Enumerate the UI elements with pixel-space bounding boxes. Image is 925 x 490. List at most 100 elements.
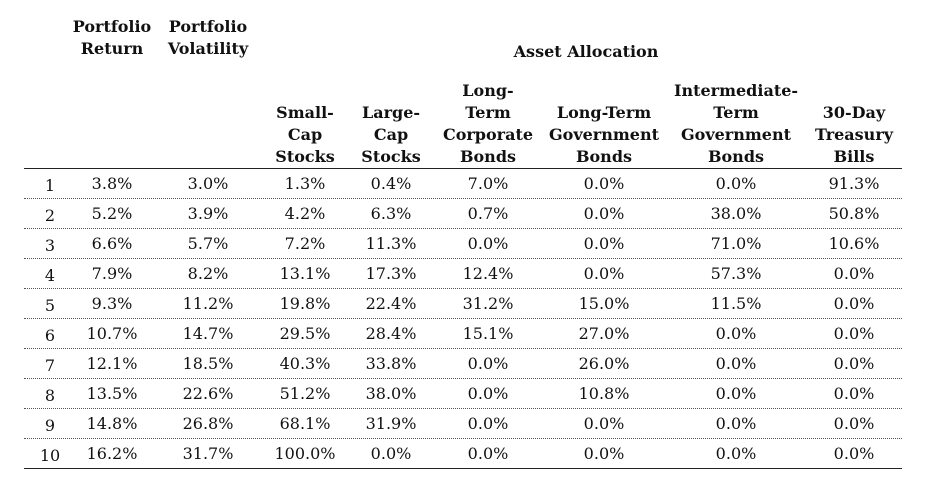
- large-cap-cell: 31.9%: [365, 414, 417, 433]
- treasury-bills-cell: 0.0%: [833, 444, 875, 463]
- long-term-corporate-cell: 31.2%: [462, 294, 514, 313]
- intermediate-term-government-cell: 0.0%: [715, 384, 757, 403]
- long-term-government-cell: 0.0%: [583, 264, 625, 283]
- header-30-day-treasury-bills: 30-Day Treasury Bills: [814, 103, 894, 166]
- header-large-cap-stocks: Large- Cap Stocks: [361, 103, 421, 166]
- long-term-corporate-cell: 0.0%: [467, 414, 509, 433]
- long-term-corporate-cell: 0.0%: [467, 384, 509, 403]
- portfolio-volatility-cell: 22.6%: [182, 384, 234, 403]
- long-term-government-cell: 0.0%: [583, 414, 625, 433]
- long-term-corporate-cell: 0.0%: [467, 234, 509, 253]
- header-portfolio-volatility: Portfolio Volatility: [167, 17, 249, 58]
- portfolio-return-cell: 9.3%: [91, 294, 133, 313]
- small-cap-cell: 4.2%: [284, 204, 326, 223]
- portfolio-volatility-cell: 3.9%: [187, 204, 229, 223]
- long-term-government-cell: 0.0%: [583, 234, 625, 253]
- large-cap-cell: 28.4%: [365, 324, 417, 343]
- table-row: 2 5.2% 3.9% 4.2% 6.3% 0.7% 0.0% 38.0% 50.8%: [24, 199, 902, 229]
- intermediate-term-government-cell: 38.0%: [710, 204, 762, 223]
- large-cap-cell: 33.8%: [365, 354, 417, 373]
- large-cap-cell: 17.3%: [365, 264, 417, 283]
- header-small-cap-stocks: Small- Cap Stocks: [275, 103, 335, 166]
- row-number: 10: [39, 446, 61, 465]
- small-cap-cell: 51.2%: [279, 384, 331, 403]
- row-number: 7: [44, 356, 56, 375]
- long-term-corporate-cell: 0.0%: [467, 354, 509, 373]
- intermediate-term-government-cell: 57.3%: [710, 264, 762, 283]
- header-long-term-government-bonds: Long-Term Government Bonds: [548, 103, 659, 166]
- table-row: 10 16.2% 31.7% 100.0% 0.0% 0.0% 0.0% 0.0% 0.0%: [24, 439, 902, 469]
- row-number: 3: [44, 236, 56, 255]
- small-cap-cell: 68.1%: [279, 414, 331, 433]
- long-term-government-cell: 0.0%: [583, 444, 625, 463]
- portfolio-volatility-cell: 26.8%: [182, 414, 234, 433]
- portfolio-volatility-cell: 3.0%: [187, 174, 229, 193]
- treasury-bills-cell: 0.0%: [833, 414, 875, 433]
- portfolio-return-cell: 7.9%: [91, 264, 133, 283]
- large-cap-cell: 0.4%: [370, 174, 412, 193]
- intermediate-term-government-cell: 11.5%: [710, 294, 762, 313]
- portfolio-volatility-cell: 31.7%: [182, 444, 234, 463]
- large-cap-cell: 6.3%: [370, 204, 412, 223]
- small-cap-cell: 7.2%: [284, 234, 326, 253]
- intermediate-term-government-cell: 0.0%: [715, 354, 757, 373]
- large-cap-cell: 0.0%: [370, 444, 412, 463]
- portfolio-return-cell: 16.2%: [86, 444, 138, 463]
- table-row: 4 7.9% 8.2% 13.1% 17.3% 12.4% 0.0% 57.3% 0.0%: [24, 259, 902, 289]
- large-cap-cell: 11.3%: [365, 234, 417, 253]
- treasury-bills-cell: 0.0%: [833, 264, 875, 283]
- portfolio-return-cell: 10.7%: [86, 324, 138, 343]
- table-row: 6 10.7% 14.7% 29.5% 28.4% 15.1% 27.0% 0.0% 0.0%: [24, 319, 902, 349]
- row-divider: [24, 258, 902, 259]
- row-divider: [24, 408, 902, 409]
- large-cap-cell: 22.4%: [365, 294, 417, 313]
- table-row: 3 6.6% 5.7% 7.2% 11.3% 0.0% 0.0% 71.0% 10.6%: [24, 229, 902, 259]
- portfolio-volatility-cell: 11.2%: [182, 294, 234, 313]
- row-divider: [24, 378, 902, 379]
- asset-allocation-title: Asset Allocation: [513, 42, 659, 61]
- long-term-corporate-cell: 12.4%: [462, 264, 514, 283]
- row-divider: [24, 228, 902, 229]
- portfolio-return-cell: 13.5%: [86, 384, 138, 403]
- table-row: 7 12.1% 18.5% 40.3% 33.8% 0.0% 26.0% 0.0% 0.0%: [24, 349, 902, 379]
- small-cap-cell: 100.0%: [274, 444, 336, 463]
- treasury-bills-cell: 0.0%: [833, 294, 875, 313]
- row-number: 4: [44, 266, 56, 285]
- row-divider: [24, 438, 902, 439]
- table-row: 9 14.8% 26.8% 68.1% 31.9% 0.0% 0.0% 0.0% 0.0%: [24, 409, 902, 439]
- treasury-bills-cell: 91.3%: [828, 174, 880, 193]
- row-divider: [24, 318, 902, 319]
- table-row: 1 3.8% 3.0% 1.3% 0.4% 7.0% 0.0% 0.0% 91.3%: [24, 169, 902, 199]
- portfolio-return-cell: 5.2%: [91, 204, 133, 223]
- long-term-government-cell: 15.0%: [578, 294, 630, 313]
- long-term-corporate-cell: 0.0%: [467, 444, 509, 463]
- intermediate-term-government-cell: 0.0%: [715, 174, 757, 193]
- treasury-bills-cell: 10.6%: [828, 234, 880, 253]
- small-cap-cell: 40.3%: [279, 354, 331, 373]
- portfolio-return-cell: 3.8%: [91, 174, 133, 193]
- row-divider: [24, 198, 902, 199]
- table-top-rule: [24, 168, 902, 169]
- header-long-term-corporate-bonds: Long- Term Corporate Bonds: [442, 81, 534, 166]
- row-number: 9: [44, 416, 56, 435]
- long-term-corporate-cell: 15.1%: [462, 324, 514, 343]
- row-divider: [24, 348, 902, 349]
- treasury-bills-cell: 0.0%: [833, 324, 875, 343]
- header-intermediate-term-government-bonds: Intermediate- Term Government Bonds: [673, 81, 799, 166]
- long-term-corporate-cell: 0.7%: [467, 204, 509, 223]
- row-divider: [24, 288, 902, 289]
- portfolio-volatility-cell: 14.7%: [182, 324, 234, 343]
- long-term-government-cell: 26.0%: [578, 354, 630, 373]
- intermediate-term-government-cell: 71.0%: [710, 234, 762, 253]
- header-portfolio-return: Portfolio Return: [72, 17, 152, 58]
- small-cap-cell: 29.5%: [279, 324, 331, 343]
- table-row: 5 9.3% 11.2% 19.8% 22.4% 31.2% 15.0% 11.5% 0.0%: [24, 289, 902, 319]
- long-term-government-cell: 0.0%: [583, 174, 625, 193]
- large-cap-cell: 38.0%: [365, 384, 417, 403]
- portfolio-volatility-cell: 8.2%: [187, 264, 229, 283]
- intermediate-term-government-cell: 0.0%: [715, 444, 757, 463]
- treasury-bills-cell: 0.0%: [833, 384, 875, 403]
- row-number: 1: [44, 176, 56, 195]
- long-term-government-cell: 10.8%: [578, 384, 630, 403]
- portfolio-return-cell: 14.8%: [86, 414, 138, 433]
